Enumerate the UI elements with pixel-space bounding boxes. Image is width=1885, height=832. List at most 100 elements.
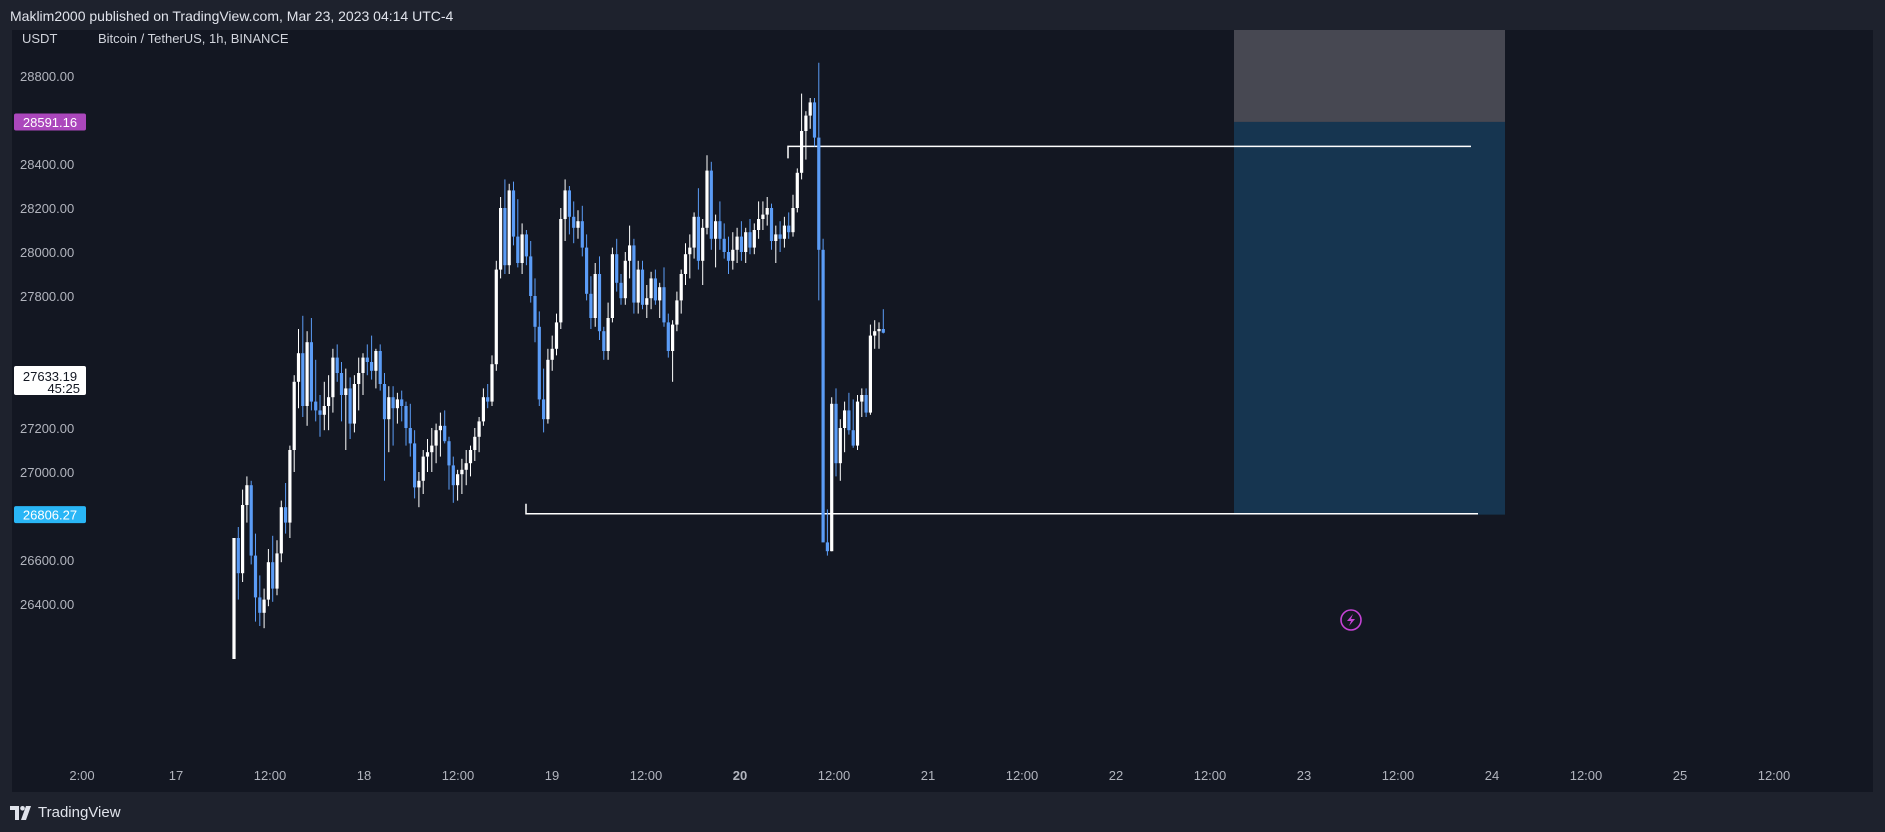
candle-body[interactable] <box>460 469 464 475</box>
candle-body[interactable] <box>623 260 627 299</box>
candle-body[interactable] <box>572 216 576 228</box>
candle-body[interactable] <box>769 208 774 241</box>
candle-body[interactable] <box>645 298 649 305</box>
candle-body[interactable] <box>554 322 559 349</box>
candle-body[interactable] <box>464 463 468 470</box>
candle-body[interactable] <box>834 403 838 464</box>
candle-body[interactable] <box>520 234 524 263</box>
candle-body[interactable] <box>847 410 851 431</box>
candle-body[interactable] <box>705 170 709 228</box>
candle-body[interactable] <box>787 225 791 233</box>
candle-body[interactable] <box>365 357 369 362</box>
candle-body[interactable] <box>619 282 623 299</box>
candle-body[interactable] <box>292 381 296 450</box>
candle-body[interactable] <box>499 208 503 270</box>
candle-body[interactable] <box>752 230 756 248</box>
candle-body[interactable] <box>241 505 245 574</box>
candle-body[interactable] <box>546 359 550 420</box>
candle-body[interactable] <box>761 214 765 219</box>
candle-body[interactable] <box>868 335 872 413</box>
candle-body[interactable] <box>494 269 498 365</box>
candle-body[interactable] <box>817 137 821 250</box>
candle-body[interactable] <box>503 208 507 266</box>
candle-body[interactable] <box>395 399 399 409</box>
chart-panel[interactable]: 28800.00 28400.00 28200.00 28000.00 27800.00… <box>12 30 1873 792</box>
range-high-line[interactable] <box>787 145 1471 159</box>
candle-body[interactable] <box>507 190 511 266</box>
candle-body[interactable] <box>804 115 808 131</box>
candle-body[interactable] <box>718 221 722 239</box>
candle-body[interactable] <box>808 102 812 116</box>
candle-body[interactable] <box>739 236 743 252</box>
candle-body[interactable] <box>653 278 657 301</box>
candle-body[interactable] <box>271 562 275 589</box>
candle-body[interactable] <box>640 269 645 305</box>
candle-body[interactable] <box>352 384 356 424</box>
candle-body[interactable] <box>692 216 696 248</box>
flash-icon[interactable] <box>1340 609 1362 631</box>
candle-body[interactable] <box>391 397 395 409</box>
candlestick-chart[interactable]: 28800.00 28400.00 28200.00 28000.00 27800.00… <box>12 30 1873 792</box>
candle-body[interactable] <box>580 221 584 248</box>
candle-body[interactable] <box>382 384 387 420</box>
candle-body[interactable] <box>649 278 653 299</box>
candle-body[interactable] <box>709 170 713 239</box>
candle-body[interactable] <box>468 450 473 464</box>
candle-body[interactable] <box>266 562 270 600</box>
candle-body[interactable] <box>731 249 735 261</box>
candle-body[interactable] <box>800 131 804 173</box>
candle-body[interactable] <box>490 364 494 402</box>
candle-body[interactable] <box>447 441 451 466</box>
candle-body[interactable] <box>404 406 408 428</box>
candle-body[interactable] <box>744 232 748 252</box>
candle-body[interactable] <box>253 555 258 598</box>
candle-body[interactable] <box>451 465 455 486</box>
candle-body[interactable] <box>567 190 571 217</box>
candle-body[interactable] <box>305 342 309 406</box>
candle-body[interactable] <box>339 373 344 395</box>
stop-zone[interactable] <box>1234 30 1505 122</box>
candle-body[interactable] <box>662 287 666 323</box>
candle-body[interactable] <box>486 397 490 402</box>
candle-body[interactable] <box>284 507 288 523</box>
candle-body[interactable] <box>245 485 249 505</box>
candle-body[interactable] <box>456 474 460 486</box>
candle-body[interactable] <box>378 351 382 384</box>
candle-body[interactable] <box>735 236 739 250</box>
candle-body[interactable] <box>443 425 447 442</box>
candle-body[interactable] <box>671 324 675 351</box>
candle-body[interactable] <box>400 399 404 406</box>
candle-body[interactable] <box>318 410 322 415</box>
candle-body[interactable] <box>585 247 589 294</box>
candle-body[interactable] <box>370 362 374 371</box>
candle-body[interactable] <box>748 232 752 248</box>
candle-body[interactable] <box>795 172 799 208</box>
candle-body[interactable] <box>430 445 434 453</box>
candle-body[interactable] <box>387 397 391 420</box>
candle-body[interactable] <box>335 357 339 373</box>
candle-body[interactable] <box>688 247 692 255</box>
candle-body[interactable] <box>843 410 847 428</box>
candle-body[interactable] <box>597 274 602 332</box>
candle-body[interactable] <box>576 221 580 228</box>
candle-body[interactable] <box>821 249 825 543</box>
candle-body[interactable] <box>301 353 305 406</box>
candle-body[interactable] <box>791 208 795 233</box>
candle-body[interactable] <box>236 538 240 574</box>
candle-body[interactable] <box>679 274 683 301</box>
candle-body[interactable] <box>675 300 679 325</box>
candle-body[interactable] <box>774 234 778 241</box>
candle-body[interactable] <box>701 227 705 261</box>
candle-body[interactable] <box>559 219 563 323</box>
candle-body[interactable] <box>782 225 786 239</box>
candle-body[interactable] <box>860 395 864 402</box>
candle-body[interactable] <box>408 428 412 444</box>
candle-body[interactable] <box>322 406 326 415</box>
candle-body[interactable] <box>765 208 769 215</box>
candle-body[interactable] <box>830 403 834 552</box>
candle-body[interactable] <box>477 421 481 437</box>
candle-body[interactable] <box>825 542 829 552</box>
candle-body[interactable] <box>610 254 614 318</box>
candle-body[interactable] <box>851 430 855 446</box>
candle-body[interactable] <box>425 452 430 457</box>
